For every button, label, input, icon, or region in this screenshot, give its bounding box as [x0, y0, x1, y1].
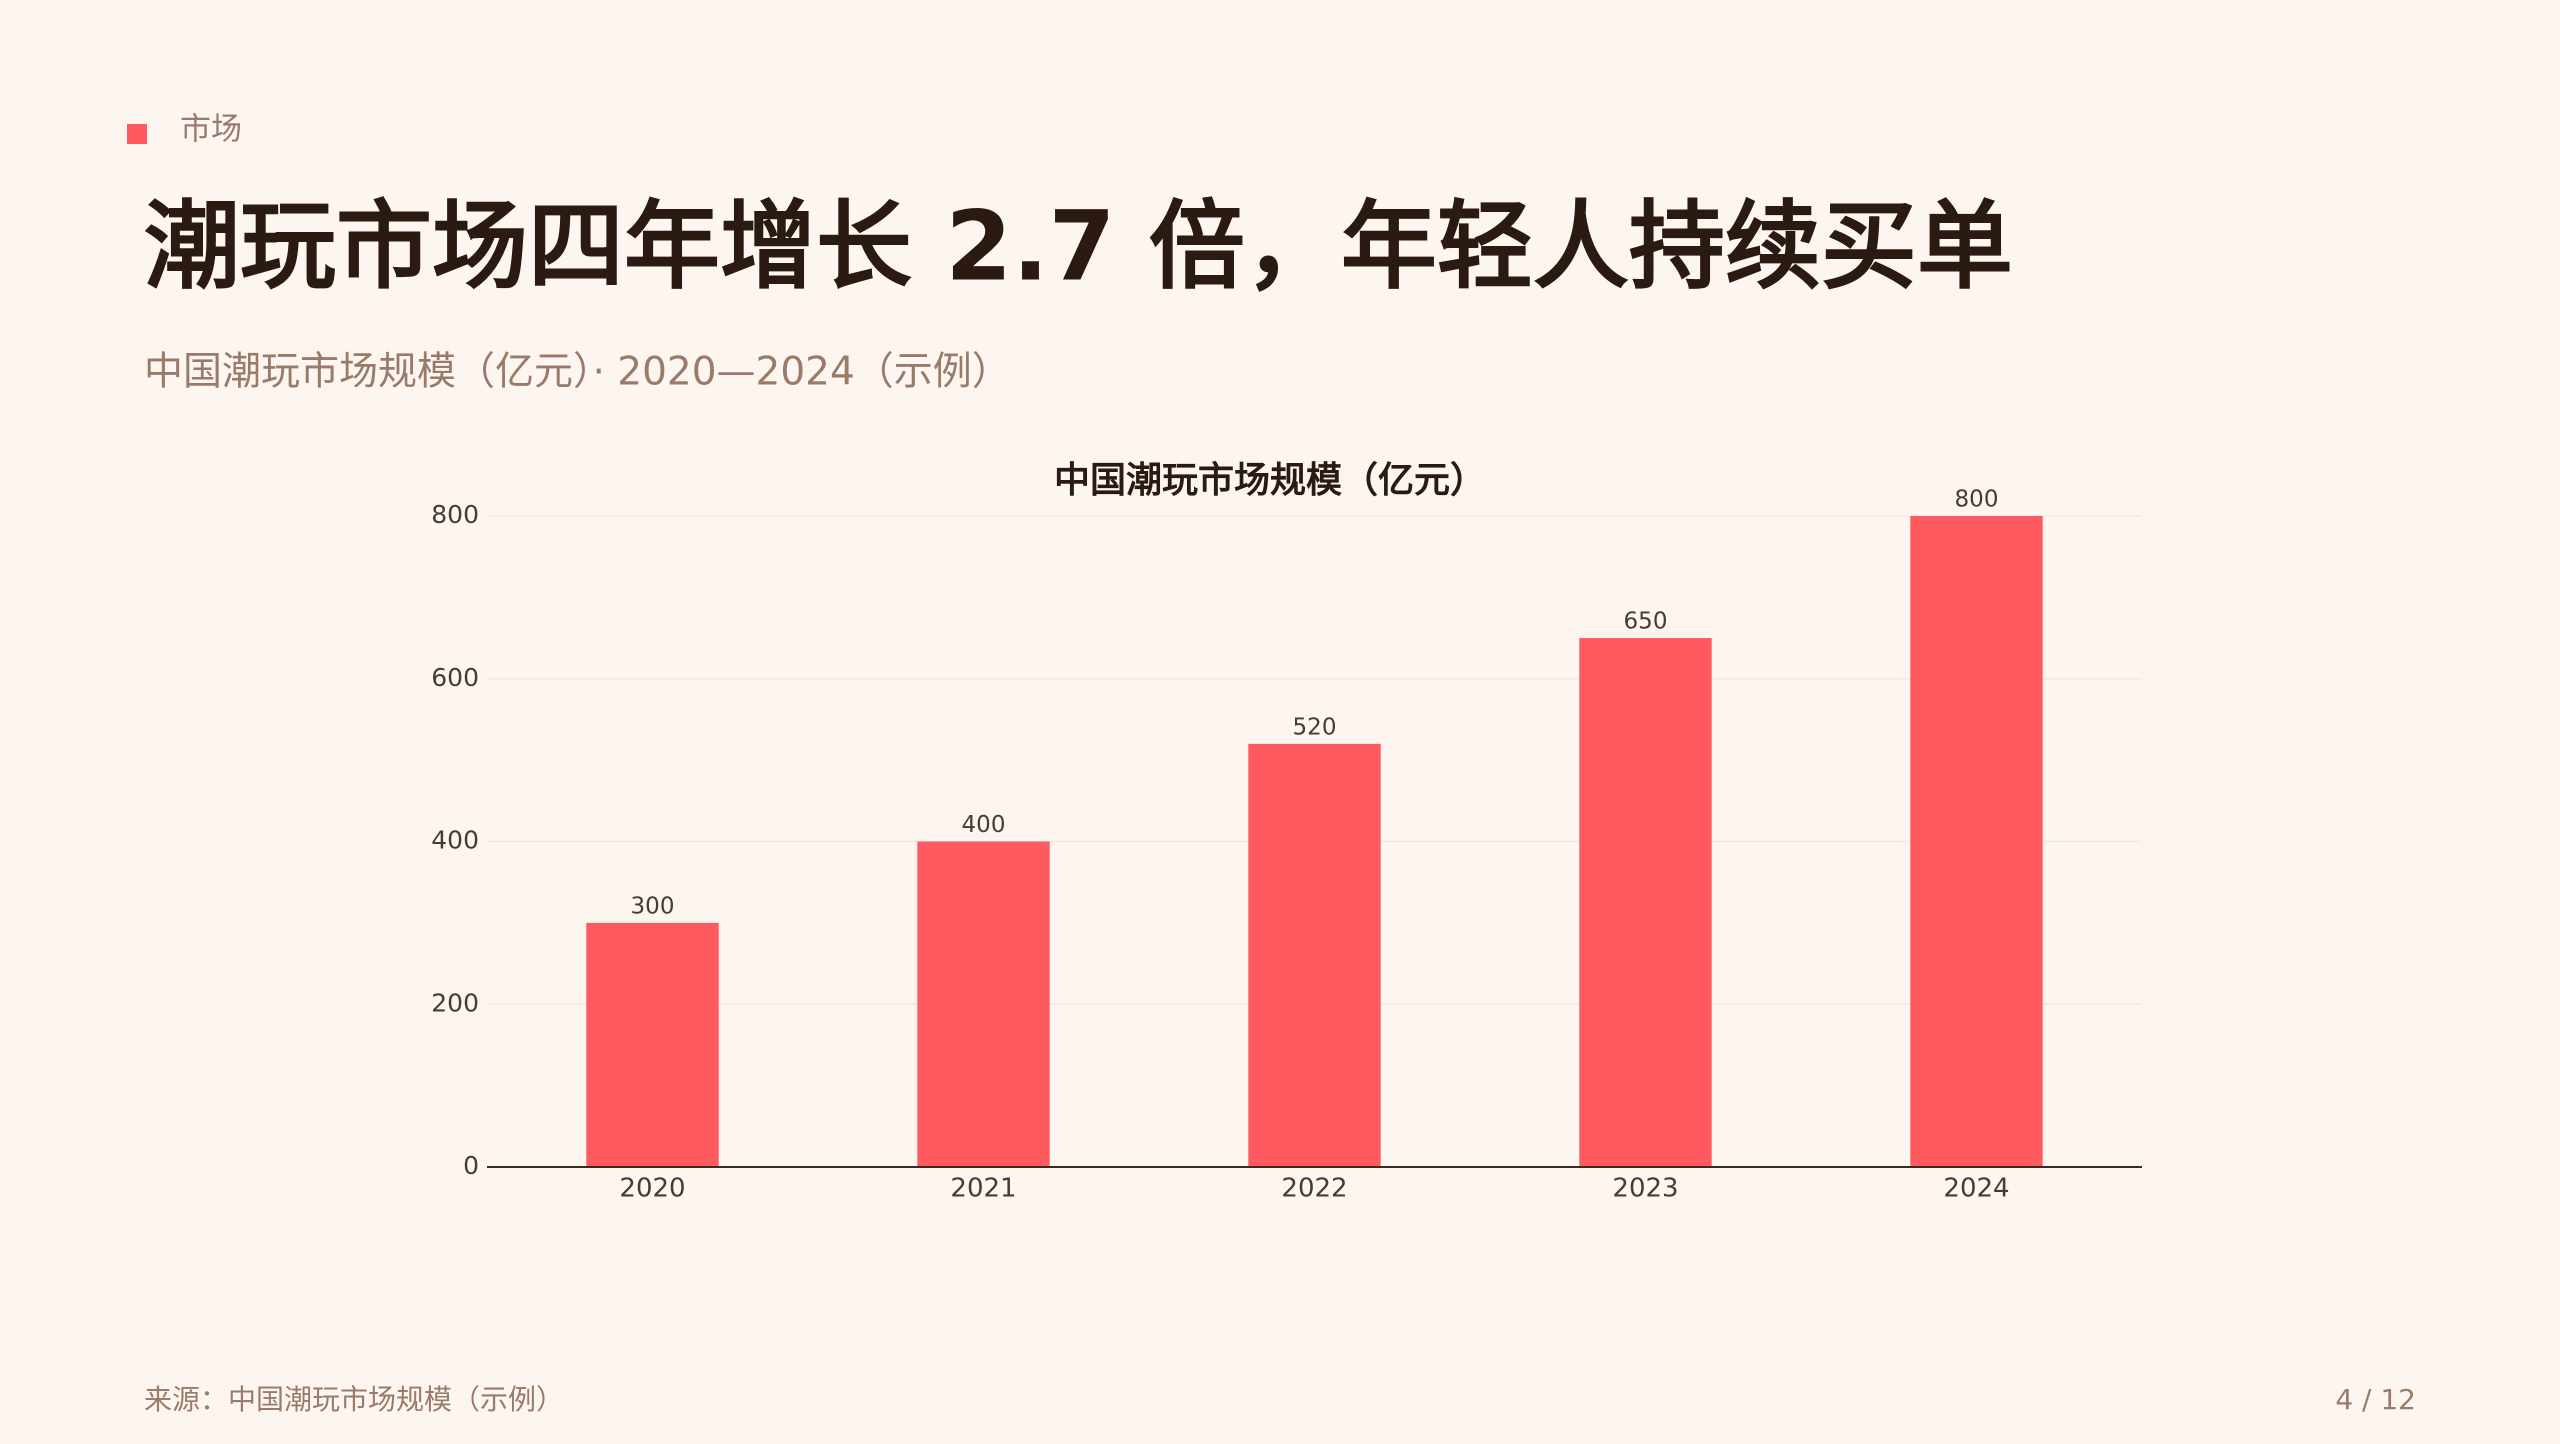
- chart-title: 中国潮玩市场规模（亿元）: [1054, 460, 1486, 501]
- source: 来源：中国潮玩市场规模（示例）: [144, 1383, 564, 1416]
- bar: [1248, 743, 1381, 1167]
- x-tick-label: 2020: [619, 1174, 685, 1204]
- bar: [1579, 638, 1712, 1167]
- y-tick-label: 200: [431, 988, 479, 1017]
- data-label: 400: [962, 812, 1006, 838]
- y-tick-label: 800: [431, 500, 479, 529]
- y-tick-label: 600: [431, 663, 479, 692]
- bar: [917, 841, 1050, 1167]
- page-number: 4 / 12: [2335, 1383, 2416, 1416]
- data-label: 300: [631, 893, 675, 919]
- title: 潮玩市场四年增长 2.7 倍，年轻人持续买单: [144, 190, 2013, 302]
- subtitle: 中国潮玩市场规模（亿元）· 2020—2024（示例）: [144, 350, 1011, 395]
- x-tick-label: 2023: [1612, 1174, 1678, 1204]
- x-tick-label: 2021: [950, 1174, 1016, 1204]
- data-label: 800: [1955, 487, 1999, 513]
- tag: 市场: [180, 112, 242, 148]
- bar: [1910, 516, 2043, 1167]
- tag-marker: [127, 124, 147, 144]
- data-label: 650: [1624, 609, 1668, 635]
- y-tick-label: 400: [431, 826, 479, 855]
- data-label: 520: [1293, 714, 1337, 740]
- x-tick-label: 2024: [1943, 1174, 2009, 1204]
- y-tick-label: 0: [463, 1151, 479, 1180]
- x-tick-label: 2022: [1281, 1174, 1347, 1204]
- bar: [586, 922, 719, 1167]
